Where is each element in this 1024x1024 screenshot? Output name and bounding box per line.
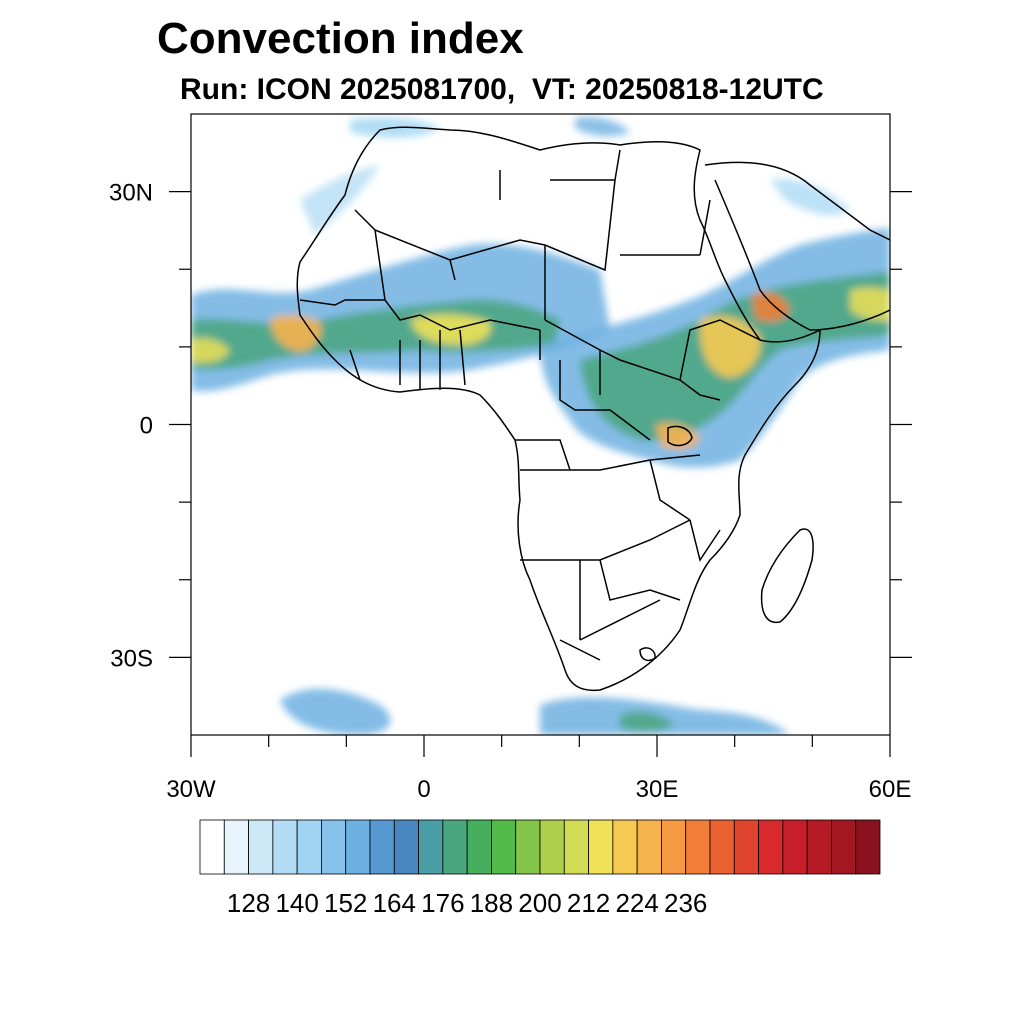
- colorbar-swatch: [345, 819, 371, 875]
- borders-south: [520, 459, 721, 661]
- colorbar-swatch: [563, 819, 589, 875]
- map-title: Convection index: [157, 14, 524, 63]
- colorbar-swatch: [758, 819, 784, 875]
- convection-area-southern-ocean-core: [620, 711, 675, 732]
- colorbar-swatch: [248, 819, 274, 875]
- colorbar-swatch: [296, 819, 322, 875]
- colorbar-swatch: [418, 819, 444, 875]
- colorbar-swatch: [733, 819, 759, 875]
- colorbar-swatch: [831, 819, 857, 875]
- convection-area-ethiopia-hotspot: [699, 315, 761, 378]
- lake-victoria: [667, 425, 693, 447]
- convection-area-southern-ocean-east: [540, 697, 790, 735]
- map-subtitle: Run: ICON 2025081700, VT: 20250818-12UTC: [180, 73, 824, 106]
- x-tick-label: 30E: [636, 776, 679, 803]
- convection-area-yemen-hotspot: [752, 292, 790, 322]
- colorbar-swatch: [515, 819, 541, 875]
- colorbar-label: 164: [373, 888, 416, 918]
- colorbar-swatch: [321, 819, 347, 875]
- convection-area-arabian-sea: [850, 287, 890, 321]
- colorbar-label: 152: [324, 888, 367, 918]
- colorbar-swatch: [272, 819, 298, 875]
- borders-central: [515, 319, 761, 471]
- convection-area-senegal-hotspot: [270, 315, 322, 352]
- colorbar-swatch: [491, 819, 517, 875]
- colorbar-label: 200: [518, 888, 561, 918]
- lesotho: [639, 647, 656, 662]
- colorbar-swatch: [466, 819, 492, 875]
- x-tick-label: 60E: [869, 776, 912, 803]
- colorbar-label: 128: [227, 888, 270, 918]
- colorbar-label: 224: [615, 888, 658, 918]
- y-tick-label: 30N: [109, 180, 153, 207]
- colorbar-swatch: [661, 819, 687, 875]
- x-tick-label: 0: [417, 776, 430, 803]
- colorbar-swatch: [612, 819, 638, 875]
- arabia-coast: [704, 161, 890, 241]
- x-tick-label: 30W: [166, 776, 216, 803]
- colorbar-swatch: [223, 819, 249, 875]
- colorbar-label: 140: [275, 888, 318, 918]
- colorbar-swatch: [588, 819, 614, 875]
- colorbar-swatch: [709, 819, 735, 875]
- convection-area-southern-ocean-west: [280, 688, 391, 735]
- colorbar-swatch: [782, 819, 808, 875]
- coastlines-and-borders: [296, 126, 890, 692]
- borders-north: [354, 149, 711, 320]
- colorbar-label: 176: [421, 888, 464, 918]
- convection-area-atlantic-edge: [191, 338, 230, 364]
- colorbar-swatch: [442, 819, 468, 875]
- colorbar-label: 188: [470, 888, 513, 918]
- colorbar-swatch: [369, 819, 395, 875]
- plot-frame: [190, 113, 891, 736]
- colorbar-swatch: [199, 819, 225, 875]
- convection-area-saudi: [770, 179, 850, 216]
- axis-ticks: 30W 0 30E 60E 30N 0 30S: [109, 180, 912, 803]
- colorbar-swatch: [393, 819, 419, 875]
- convection-field: [191, 116, 890, 735]
- madagascar: [760, 528, 814, 624]
- convection-area-aegean: [575, 116, 630, 137]
- colorbar-swatch: [685, 819, 711, 875]
- convection-area-northwest-coast: [300, 165, 380, 235]
- y-tick-label: 0: [140, 413, 153, 440]
- colorbar-label: 212: [567, 888, 610, 918]
- red-sea-east-coast: [714, 179, 890, 331]
- colorbar-swatch: [539, 819, 565, 875]
- borders-west: [299, 299, 541, 390]
- colorbar-swatch: [636, 819, 662, 875]
- africa-coastline: [296, 126, 821, 692]
- colorbar-swatch: [855, 819, 881, 875]
- y-tick-label: 30S: [110, 645, 153, 672]
- colorbar-swatch: [806, 819, 832, 875]
- colorbar-label: 236: [664, 888, 707, 918]
- colorbar: 128 140 152 164 176 188 200 212 224 236: [199, 819, 881, 918]
